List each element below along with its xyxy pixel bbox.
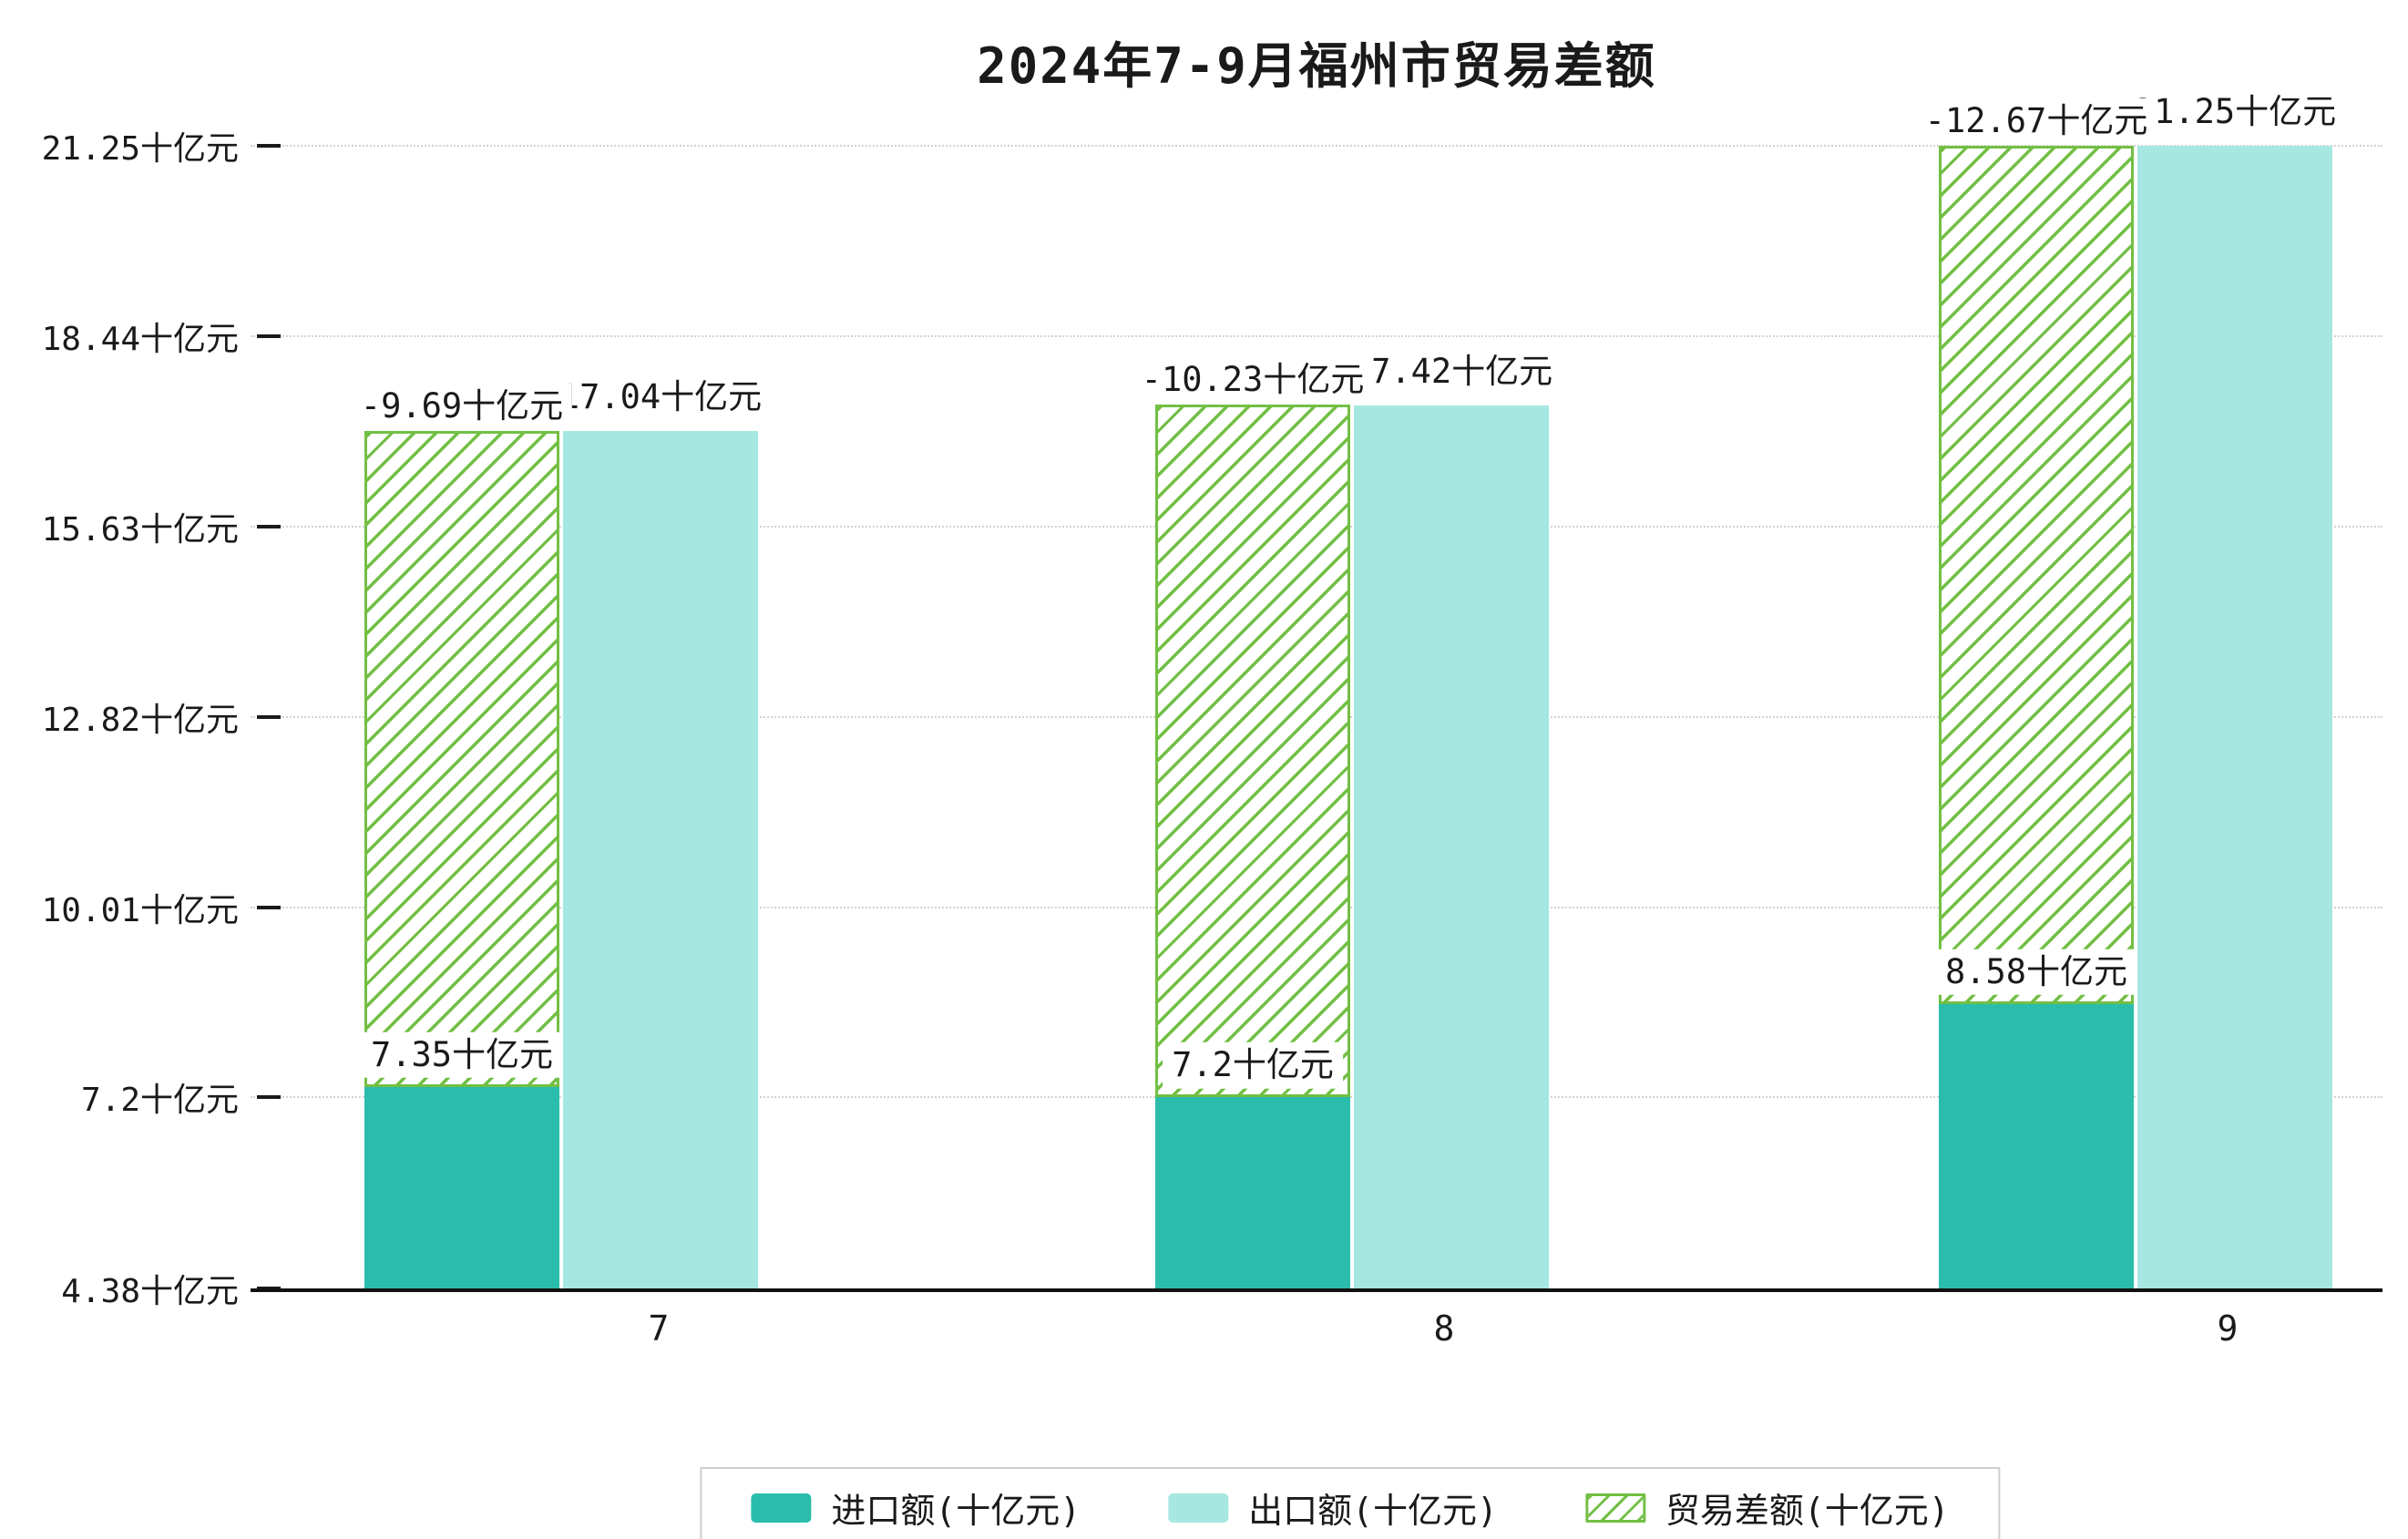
y-tick-label: 21.25十亿元 (41, 130, 239, 168)
chart-title: 2024年7-9月福州市贸易差额 (977, 37, 1656, 95)
trade-balance-bar (1155, 404, 1350, 1098)
export-value-label: 17.04十亿元 (549, 374, 772, 420)
trade-balance-bar (364, 430, 559, 1088)
legend-item-export: 出口额(十亿元) (1168, 1483, 1498, 1533)
y-tick-label: 18.44十亿元 (41, 320, 239, 358)
trade-balance-bar (1939, 146, 2134, 1004)
y-tick-mark (257, 1095, 281, 1100)
legend-label-import: 进口额(十亿元) (831, 1491, 1081, 1531)
import-bar (364, 1087, 559, 1288)
import-value-label: 7.35十亿元 (361, 1031, 563, 1079)
import-value-label: 7.2十亿元 (1163, 1042, 1343, 1089)
x-tick-label-7: 7 (648, 1308, 670, 1349)
y-tick-mark (257, 524, 281, 528)
y-tick-mark (257, 714, 281, 719)
legend-label-export: 出口额(十亿元) (1248, 1491, 1498, 1531)
y-tick-label: 10.01十亿元 (41, 891, 239, 929)
y-tick-label: 12.82十亿元 (41, 701, 239, 739)
x-tick-label-8: 8 (1433, 1308, 1455, 1349)
export-bar (1354, 405, 1549, 1288)
export-bar (2137, 146, 2332, 1288)
y-tick-label: 4.38十亿元 (61, 1273, 239, 1310)
export-bar (563, 430, 758, 1288)
import-value-label: 8.58十亿元 (1935, 949, 2137, 995)
trade-balance-value-label: -9.69十亿元 (351, 383, 573, 429)
legend-swatch-trade-balance (1584, 1493, 1645, 1523)
y-tick-mark (257, 144, 281, 148)
legend-label-trade-balance: 贸易差额(十亿元) (1665, 1491, 1950, 1531)
export-value-label: 17.42十亿元 (1340, 348, 1563, 395)
legend-item-import: 进口额(十亿元) (751, 1483, 1081, 1533)
y-tick-mark (257, 905, 281, 909)
trade-balance-value-label: -12.67十亿元 (1915, 97, 2157, 144)
legend: 进口额(十亿元) 出口额(十亿元) 贸易差额(十亿元) (700, 1467, 2001, 1539)
x-tick-label-9: 9 (2217, 1308, 2239, 1349)
legend-swatch-import (751, 1493, 812, 1523)
y-tick-label: 7.2十亿元 (80, 1082, 239, 1120)
grid-line (251, 334, 2382, 337)
import-bar (1939, 1003, 2134, 1288)
grid-line (251, 145, 2382, 147)
trade-balance-value-label: -10.23十亿元 (1132, 356, 1374, 403)
x-axis-line (251, 1288, 2382, 1292)
export-value-label: 21.25十亿元 (2124, 88, 2346, 135)
legend-item-trade-balance: 贸易差额(十亿元) (1584, 1483, 1950, 1533)
y-tick-mark (257, 333, 281, 338)
legend-swatch-export (1168, 1493, 1229, 1523)
import-bar (1155, 1097, 1350, 1288)
y-tick-label: 15.63十亿元 (41, 510, 239, 549)
